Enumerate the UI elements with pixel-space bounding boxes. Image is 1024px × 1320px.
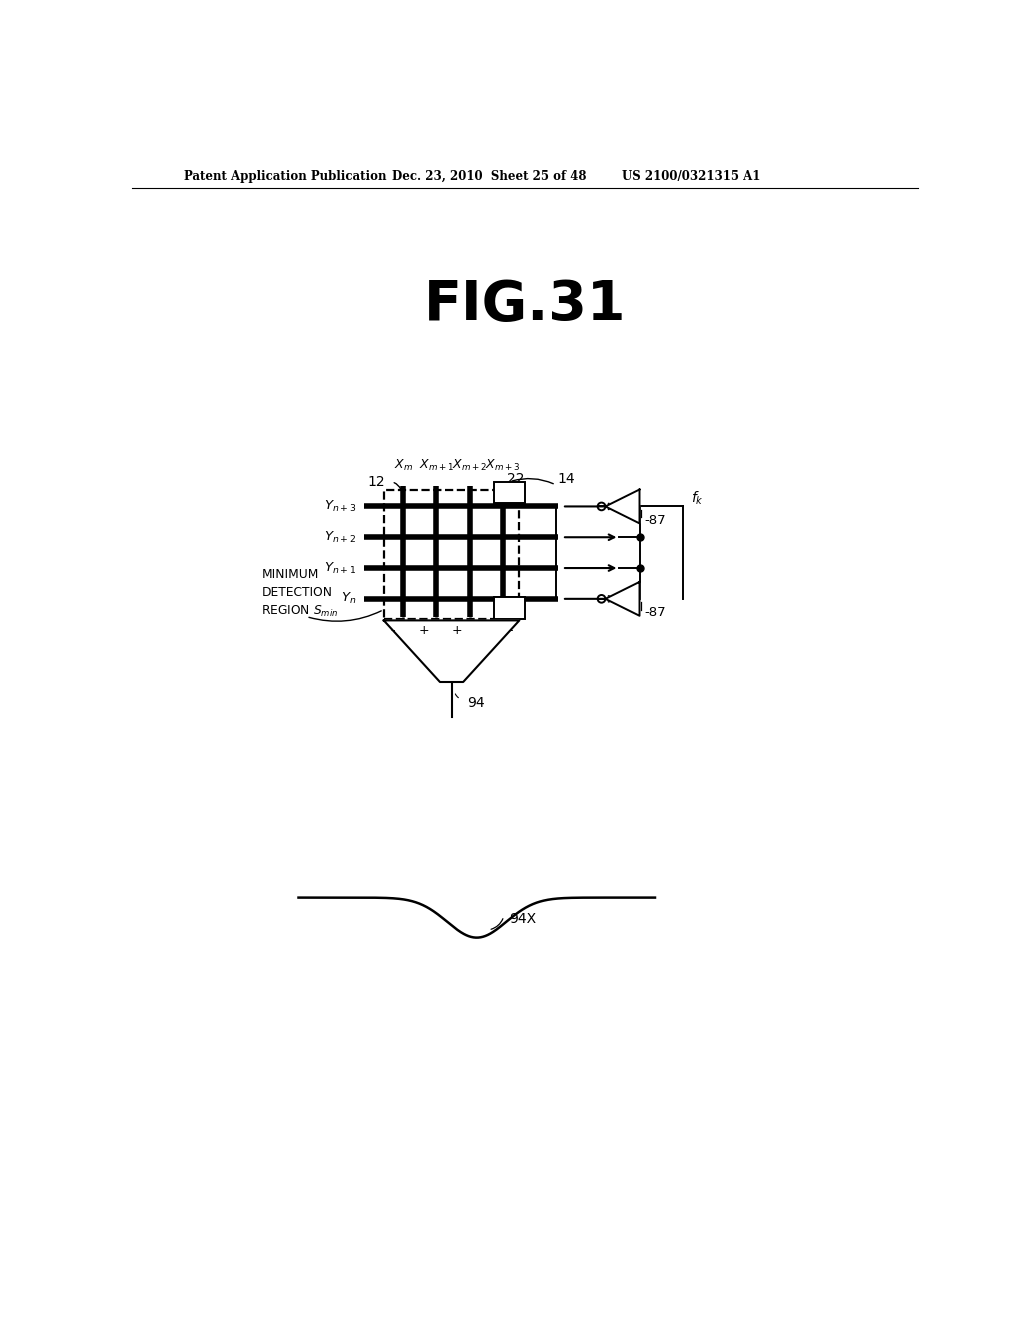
Text: 94: 94 (467, 696, 484, 710)
Text: $Y_{n+1}$: $Y_{n+1}$ (325, 561, 356, 576)
Text: $X_{m+1}$: $X_{m+1}$ (419, 458, 454, 473)
Text: -: - (390, 624, 394, 638)
Text: 14: 14 (557, 471, 574, 486)
Bar (494, 482, 524, 503)
Text: Dec. 23, 2010  Sheet 25 of 48: Dec. 23, 2010 Sheet 25 of 48 (391, 170, 586, 183)
Text: MINIMUM
DETECTION
REGION $S_{min}$: MINIMUM DETECTION REGION $S_{min}$ (261, 568, 339, 619)
Text: +: + (419, 624, 429, 638)
Text: 94X: 94X (509, 912, 537, 927)
Text: -87: -87 (644, 606, 666, 619)
Text: -: - (509, 624, 513, 638)
Text: 12: 12 (368, 475, 385, 488)
Text: Patent Application Publication: Patent Application Publication (183, 170, 386, 183)
Text: $f_k$: $f_k$ (690, 490, 703, 507)
Text: +: + (452, 624, 463, 638)
Text: FIG.31: FIG.31 (424, 277, 626, 331)
Text: $Y_n$: $Y_n$ (341, 591, 356, 606)
Text: $Y_{n+3}$: $Y_{n+3}$ (325, 499, 356, 513)
Bar (384, 490, 519, 619)
Polygon shape (605, 490, 640, 524)
Text: $X_m$: $X_m$ (393, 458, 413, 473)
Polygon shape (605, 582, 640, 615)
Text: $X_{m+3}$: $X_{m+3}$ (485, 458, 521, 473)
Polygon shape (384, 620, 519, 682)
Text: 22: 22 (507, 471, 524, 486)
Text: $X_{m+2}$: $X_{m+2}$ (453, 458, 487, 473)
Text: US 2100/0321315 A1: US 2100/0321315 A1 (623, 170, 761, 183)
Text: $Y_{n+2}$: $Y_{n+2}$ (325, 529, 356, 545)
Bar (494, 597, 524, 619)
Text: -87: -87 (644, 513, 666, 527)
